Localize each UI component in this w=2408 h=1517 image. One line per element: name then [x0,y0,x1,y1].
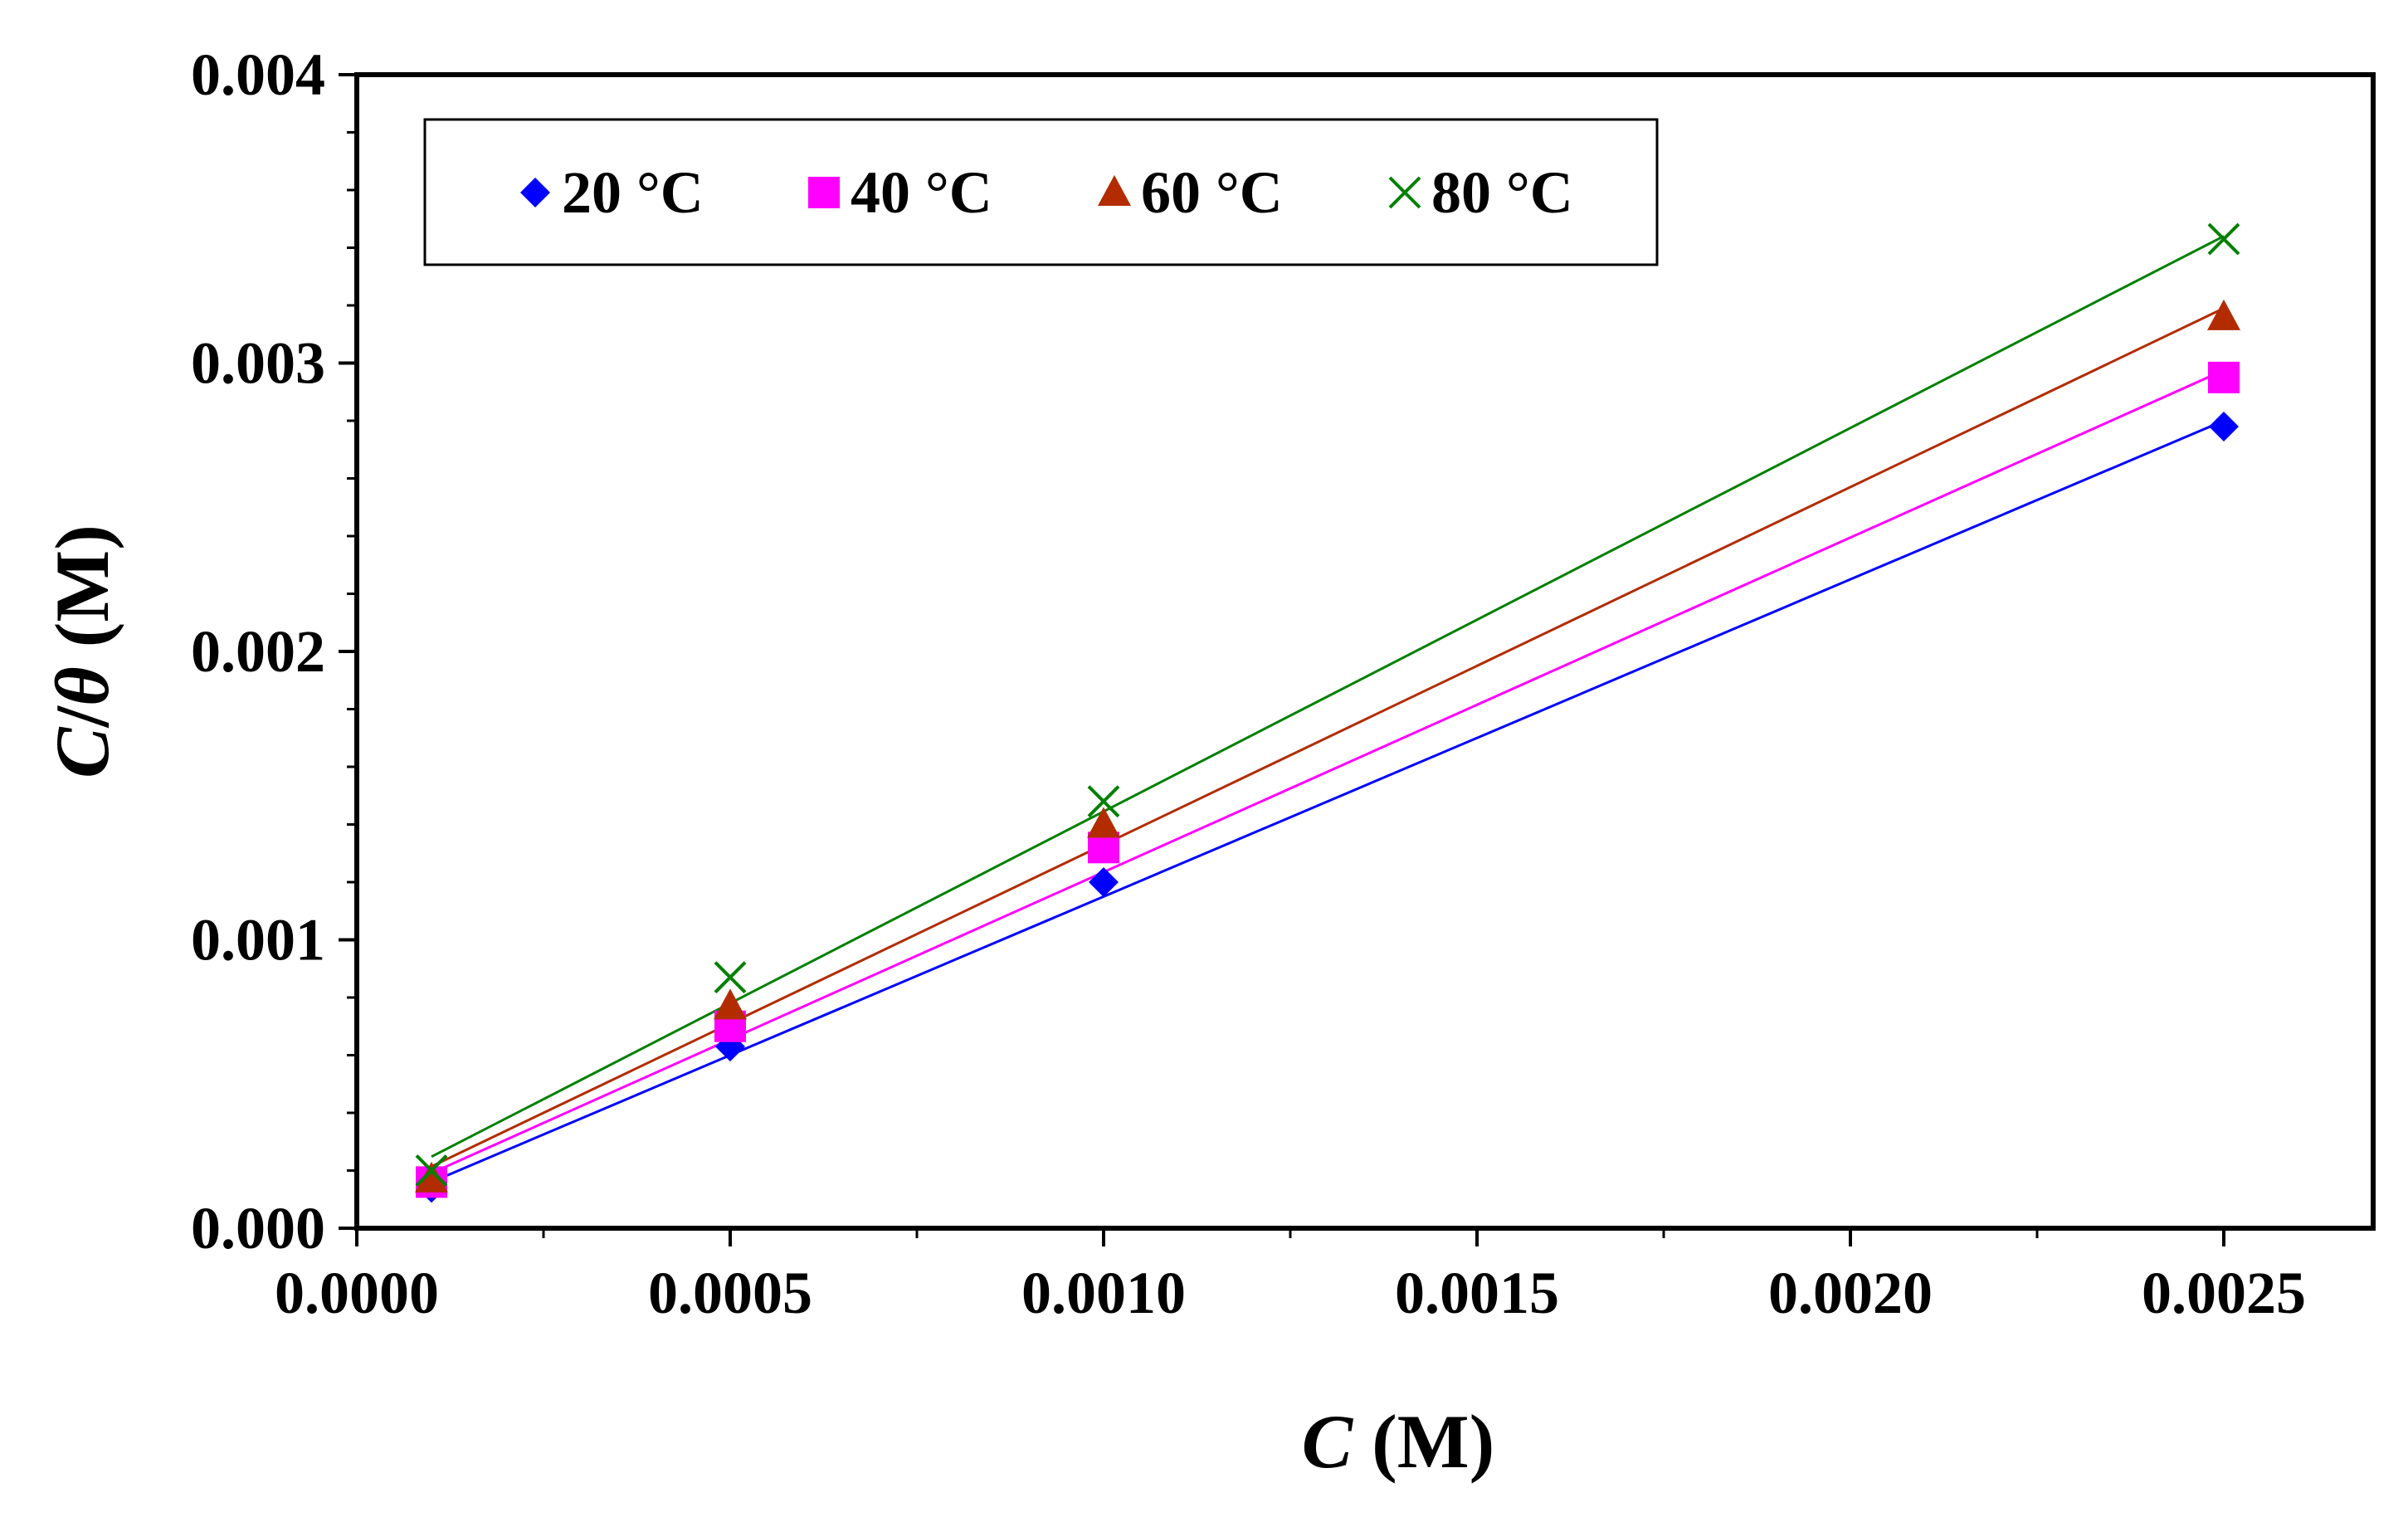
y-tick-label: 0.002 [191,618,325,685]
data-point-series-3 [1087,807,1120,838]
axis-ticks [339,73,2225,1246]
x-tick-label: 0.0015 [1395,1260,1559,1326]
legend-label-series-3: 60 °C [1141,159,1283,226]
data-point-series-4-stroke [415,1154,448,1187]
x-tick-label: 0.0025 [2142,1260,2306,1326]
data-point-series-2 [2208,361,2240,393]
legend-marker-series-4-stroke [1388,176,1421,209]
legend-marker-series-4 [1388,176,1421,209]
y-tick-label: 0.004 [191,41,325,108]
data-point-series-4 [714,961,747,994]
data-point-series-1 [2209,411,2239,441]
data-point-series-4-stroke [1087,785,1120,818]
legend-marker-series-3 [1098,175,1131,206]
y-axis-title: C/θ (M) [40,524,124,778]
data-point-series-3 [415,1161,448,1193]
x-tick-labels: 0.0000 0.0005 0.0010 0.0015 0.0020 0.0025 [275,1260,2306,1326]
data-point-series-1 [1089,867,1119,897]
x-tick-label: 0.0000 [275,1260,439,1326]
legend-label-series-1: 20 °C [562,159,704,226]
x-tick-label: 0.0020 [1768,1260,1933,1326]
legend-label-series-4: 80 °C [1431,159,1573,226]
legend-label-series-2: 40 °C [851,159,992,226]
x-tick-label: 0.0010 [1021,1260,1186,1326]
y-tick-label: 0.000 [191,1195,325,1261]
data-point-series-4 [2207,222,2240,256]
y-tick-label: 0.001 [191,907,325,973]
y-tick-label: 0.003 [191,330,325,397]
data-point-series-4 [1087,785,1120,818]
legend: 20 °C 40 °C 60 °C 80 °C [423,118,1659,266]
y-tick-labels: 0.000 0.001 0.002 0.003 0.004 [191,41,325,1261]
plot-area [354,72,2376,1231]
data-point-series-3 [714,988,747,1020]
legend-box [423,118,1659,266]
legend-marker-series-1 [520,178,550,207]
x-tick-label: 0.0005 [648,1260,812,1326]
data-points [415,222,2240,1203]
legend-marker-series-2 [808,177,840,208]
data-point-series-4 [415,1154,448,1187]
data-point-series-4-stroke [714,961,747,994]
data-point-series-4-stroke [2207,222,2240,256]
x-axis-title: C (M) [1302,1399,1494,1484]
data-point-series-3 [2207,299,2240,330]
